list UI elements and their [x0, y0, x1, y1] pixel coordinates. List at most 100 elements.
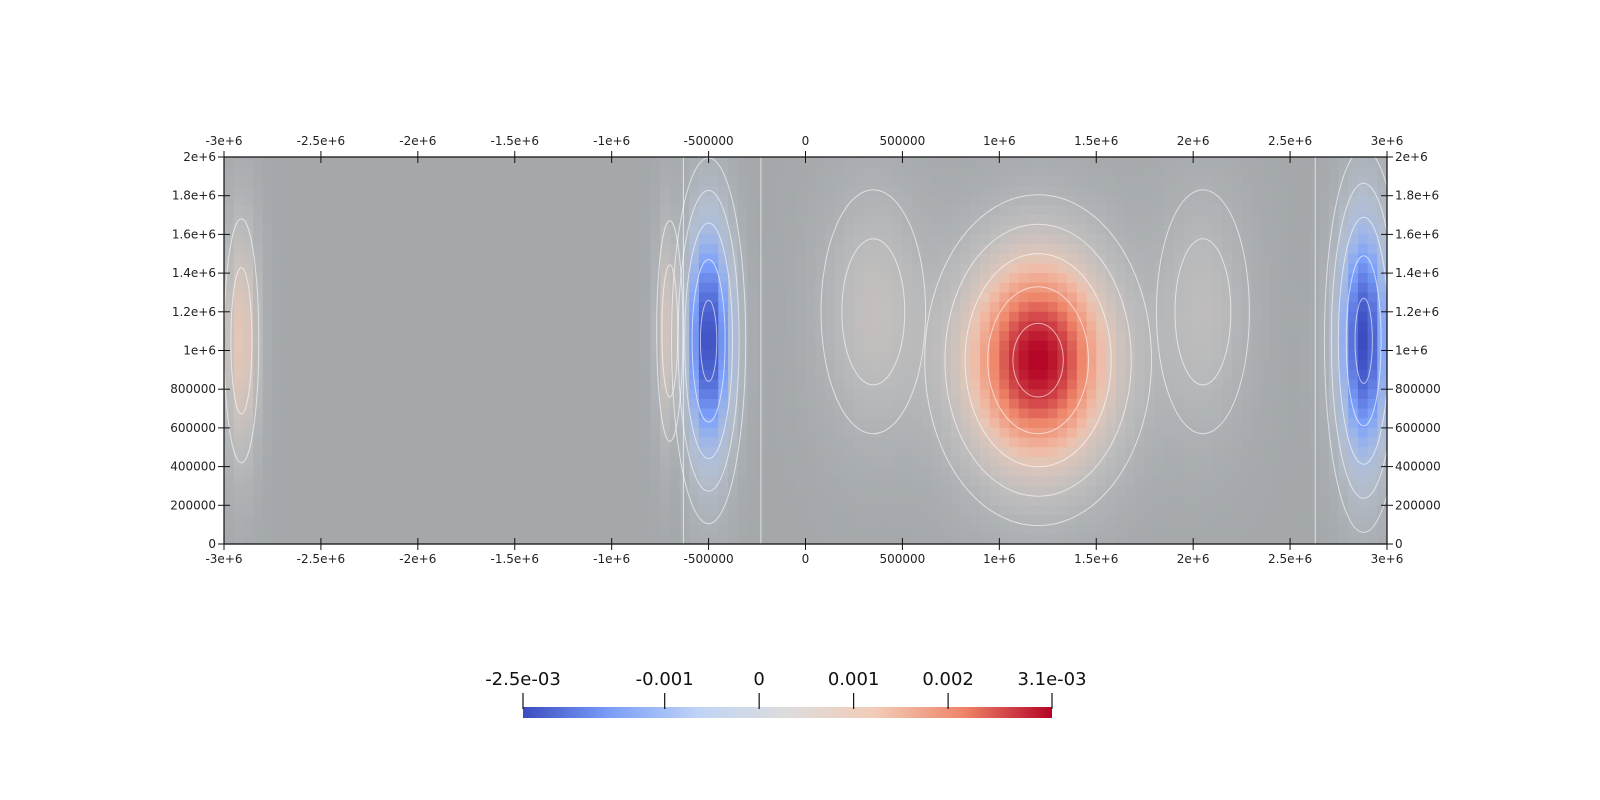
heatmap-cell — [1028, 253, 1039, 265]
heatmap-cell — [1357, 514, 1369, 526]
heatmap-cell — [1270, 476, 1281, 487]
heatmap-cell — [320, 350, 332, 361]
heatmap-cell — [553, 437, 564, 448]
heatmap-cell — [1290, 302, 1301, 313]
heatmap-cell — [291, 408, 303, 419]
heatmap-cell — [1183, 466, 1194, 477]
heatmap-cell — [495, 360, 506, 371]
heatmap-cell — [912, 427, 923, 439]
heatmap-cell — [912, 466, 923, 477]
heatmap-cell — [611, 437, 622, 448]
heatmap-cell — [708, 215, 719, 226]
heatmap-cell — [1105, 224, 1117, 236]
heatmap-cell — [853, 476, 865, 487]
heatmap-cell — [456, 224, 467, 236]
heatmap-cell — [563, 418, 574, 429]
heatmap-cell — [417, 505, 429, 516]
heatmap-cell — [543, 244, 555, 255]
heatmap-cell — [446, 311, 458, 323]
heatmap-cell — [1338, 253, 1349, 265]
heatmap-cell — [941, 263, 952, 274]
heatmap-cell — [1076, 418, 1088, 429]
heatmap-cell — [475, 292, 487, 303]
heatmap-cell — [1241, 514, 1252, 526]
heatmap-cell — [834, 321, 845, 332]
heatmap-cell — [1067, 476, 1078, 487]
heatmap-cell — [1357, 389, 1369, 400]
heatmap-cell — [437, 350, 448, 361]
heatmap-cell — [834, 360, 845, 371]
heatmap-cell — [1038, 331, 1049, 342]
heatmap-cell — [669, 292, 681, 303]
heatmap-cell — [311, 360, 322, 371]
heatmap-cell — [669, 514, 681, 526]
heatmap-cell — [950, 195, 962, 206]
heatmap-cell — [320, 215, 332, 226]
heatmap-cell — [999, 186, 1010, 197]
heatmap-cell — [941, 166, 952, 177]
heatmap-cell — [689, 389, 700, 400]
heatmap-cell — [1212, 282, 1223, 294]
heatmap-cell — [524, 524, 535, 535]
heatmap-cell — [388, 205, 400, 216]
colorbar-tick-label: 3.1e-03 — [1017, 669, 1086, 690]
heatmap-cell — [534, 215, 545, 226]
heatmap-cell — [1038, 224, 1049, 236]
heatmap-cell — [475, 166, 487, 177]
x-tick-label-bottom: 0 — [802, 552, 810, 566]
heatmap-cell — [1251, 408, 1262, 419]
heatmap-cell — [999, 215, 1010, 226]
heatmap-cell — [291, 447, 303, 458]
heatmap-cell — [650, 311, 661, 323]
heatmap-cell — [1115, 302, 1126, 313]
heatmap-cell — [301, 273, 312, 284]
heatmap-cell — [1164, 186, 1175, 197]
heatmap-cell — [582, 447, 593, 458]
heatmap-cell — [369, 534, 380, 545]
heatmap-cell — [456, 166, 467, 177]
heatmap-cell — [446, 350, 458, 361]
heatmap-cell — [456, 263, 467, 274]
heatmap-cell — [1164, 534, 1175, 545]
heatmap-cell — [1057, 437, 1068, 448]
heatmap-cell — [737, 456, 748, 468]
heatmap-cell — [1328, 427, 1340, 439]
heatmap-cell — [1076, 340, 1088, 352]
heatmap-cell — [1125, 244, 1136, 255]
heatmap-cell — [1154, 534, 1165, 545]
heatmap-cell — [1241, 205, 1252, 216]
heatmap-cell — [1309, 253, 1320, 265]
heatmap-cell — [1193, 360, 1204, 371]
heatmap-cell — [243, 292, 254, 303]
heatmap-cell — [272, 408, 283, 419]
heatmap-cell — [757, 253, 768, 265]
heatmap-cell — [485, 253, 496, 265]
y-tick-label-left: 600000 — [170, 421, 216, 435]
heatmap-cell — [1183, 505, 1194, 516]
heatmap-cell — [698, 408, 710, 419]
heatmap-cell — [1328, 350, 1340, 361]
heatmap-cell — [1086, 360, 1097, 371]
heatmap-cell — [1367, 360, 1378, 371]
heatmap-cell — [1338, 360, 1349, 371]
heatmap-cell — [621, 282, 632, 294]
heatmap-cell — [1096, 505, 1107, 516]
heatmap-cell — [233, 205, 244, 216]
heatmap-cell — [737, 495, 748, 506]
heatmap-cell — [1290, 234, 1301, 245]
heatmap-cell — [1328, 234, 1340, 245]
heatmap-cell — [844, 331, 855, 342]
heatmap-cell — [1067, 234, 1078, 245]
heatmap-cell — [1135, 350, 1146, 361]
heatmap-cell — [534, 253, 545, 265]
heatmap-cell — [1319, 379, 1330, 390]
heatmap-cell — [1328, 205, 1340, 216]
heatmap-cell — [475, 282, 487, 294]
heatmap-cell — [495, 350, 506, 361]
heatmap-cell — [1251, 389, 1262, 400]
heatmap-cell — [1038, 379, 1049, 390]
heatmap-cell — [999, 447, 1010, 458]
heatmap-cell — [563, 311, 574, 323]
heatmap-cell — [388, 263, 400, 274]
heatmap-cell — [1251, 263, 1262, 274]
